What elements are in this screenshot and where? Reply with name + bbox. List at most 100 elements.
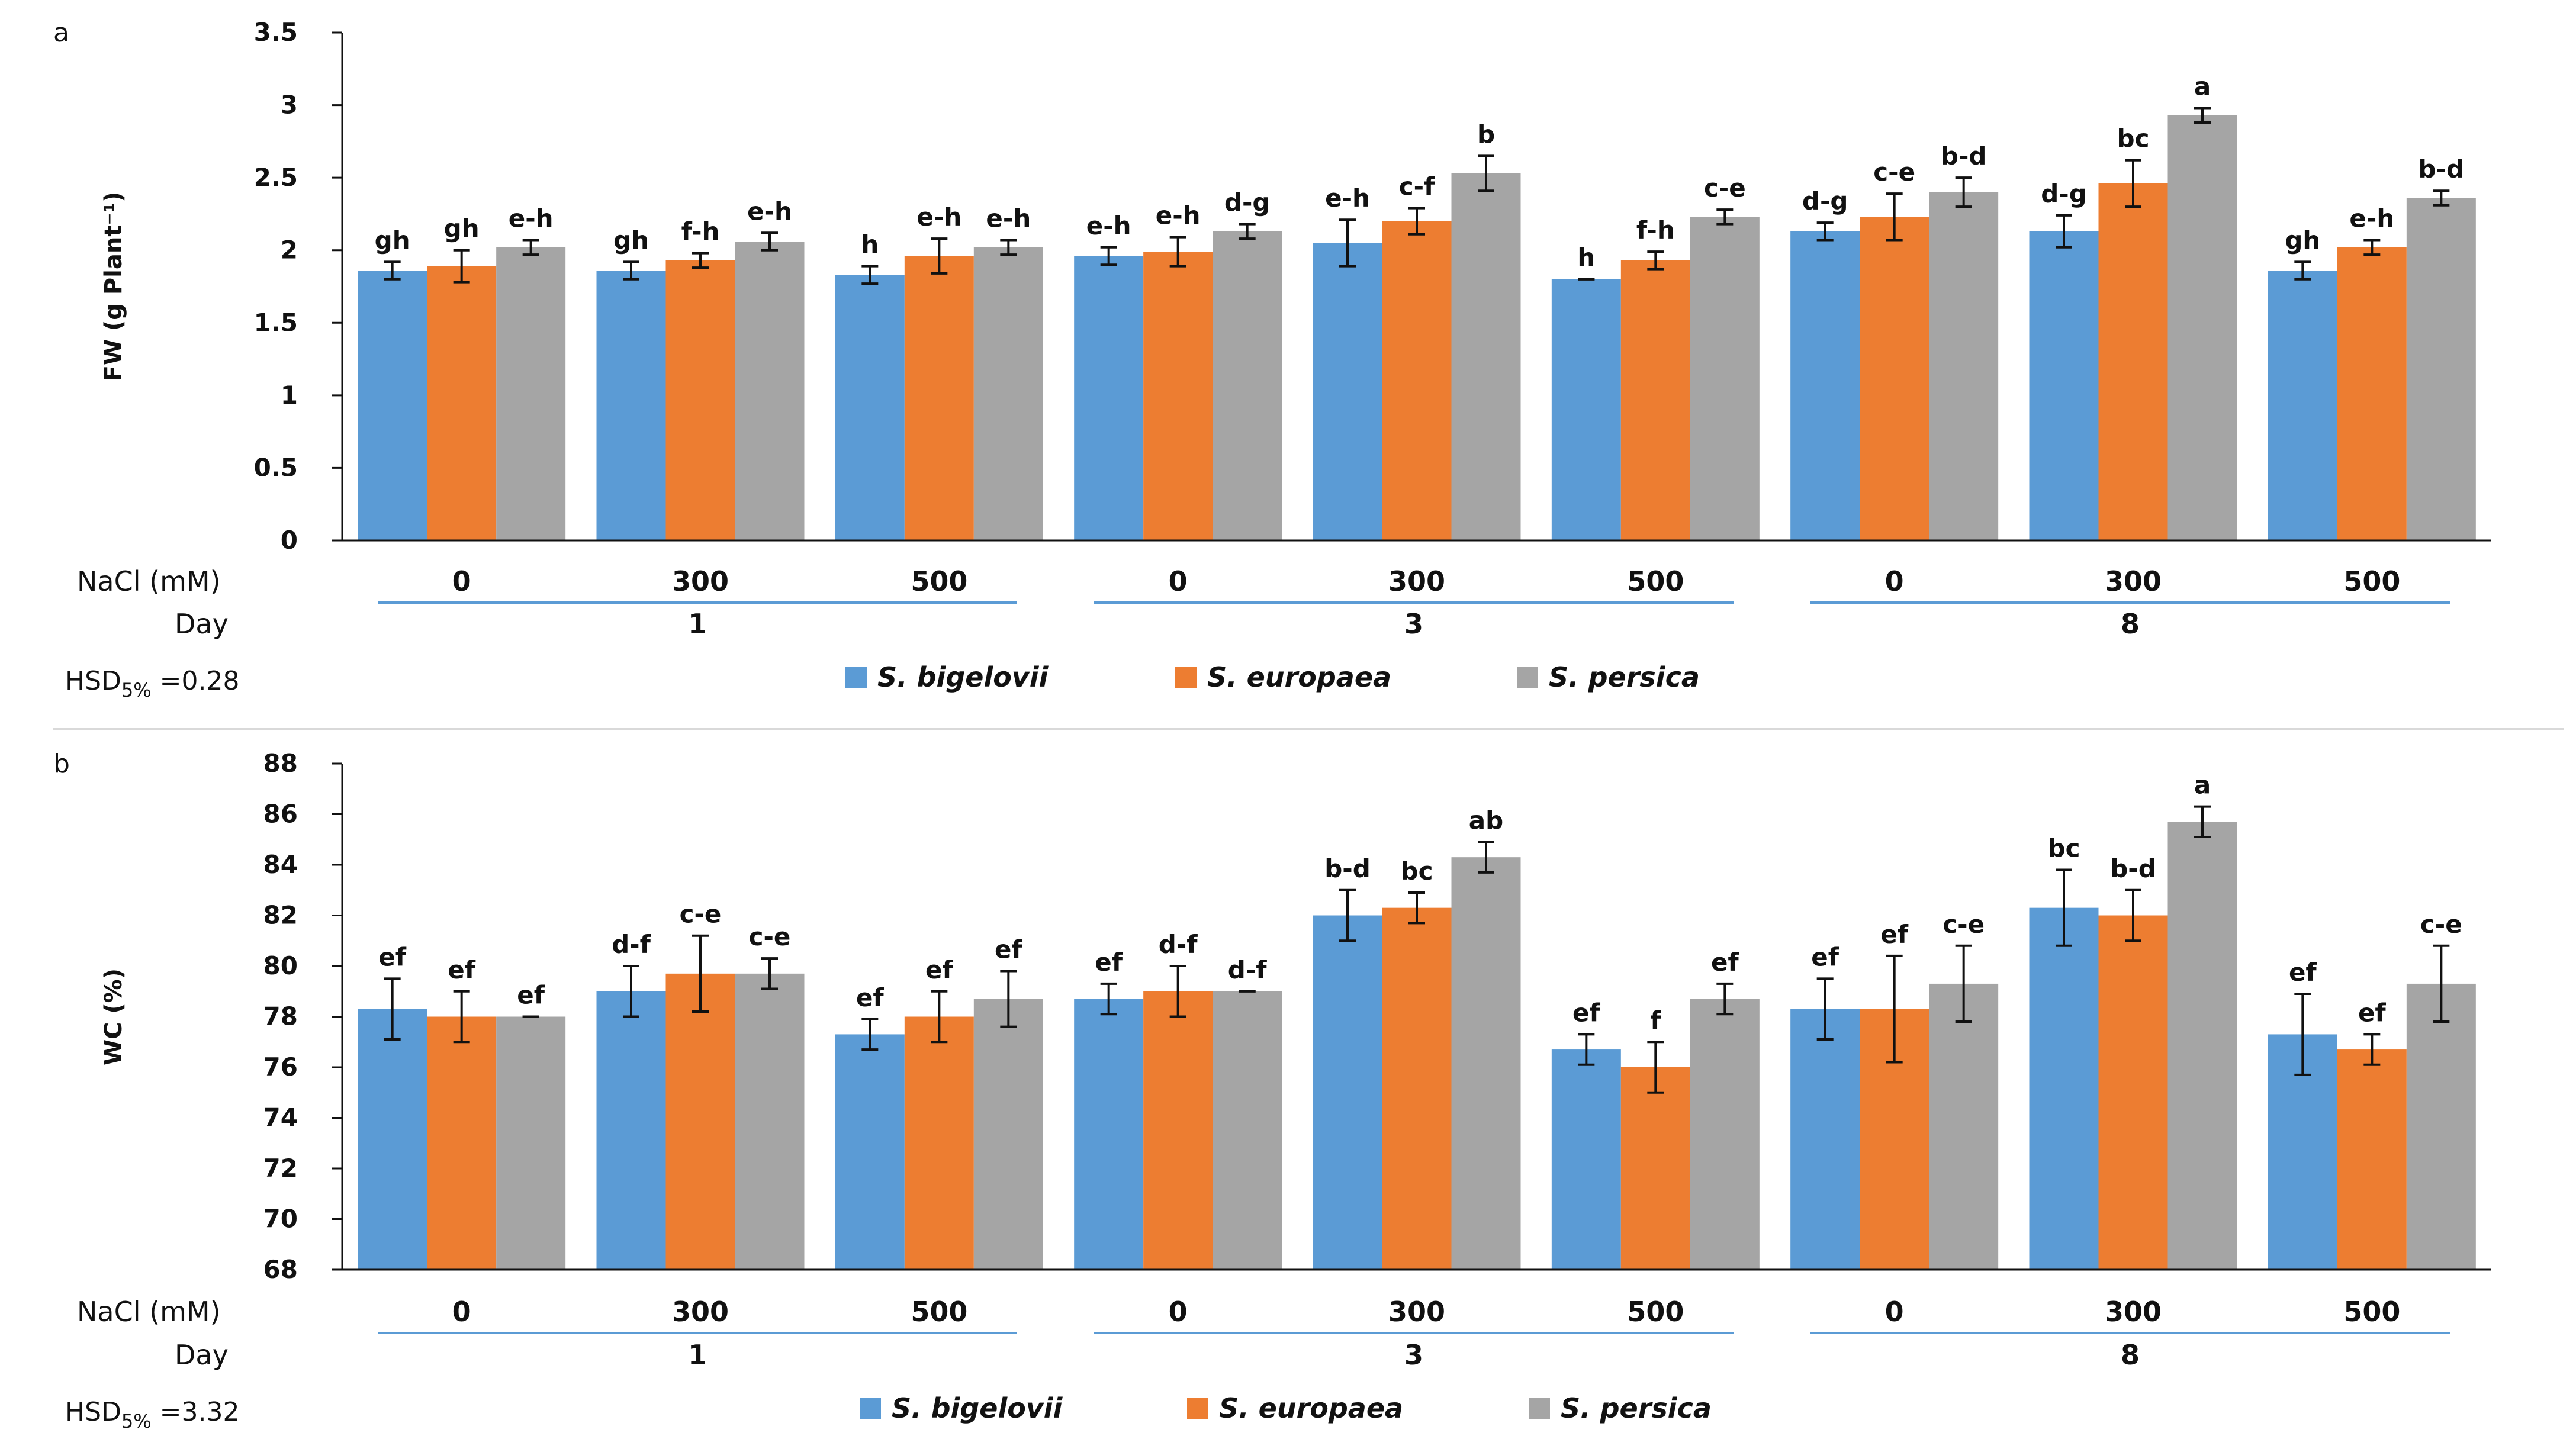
category-label: 0 (1885, 565, 1904, 597)
bar-s-persica-4 (1451, 857, 1521, 1270)
bar-s-persica-0 (496, 247, 566, 540)
bar-s-europaea-4 (1382, 221, 1452, 541)
y-tick-label: 68 (263, 1255, 298, 1284)
bar-s-europaea-3 (1143, 991, 1213, 1270)
day-label: 3 (1404, 608, 1423, 640)
y-tick-label: 2 (281, 236, 298, 265)
significance-label: ef (378, 942, 406, 971)
category-label: 0 (1169, 565, 1188, 597)
bar-s-europaea-7 (2098, 915, 2168, 1270)
y-tick-label: 88 (263, 749, 298, 778)
nacl-row-label: NaCl (mM) (77, 1296, 221, 1328)
day-label: 1 (688, 608, 707, 640)
significance-label: b-d (1324, 854, 1371, 883)
bar-s-bigelovii-8 (2268, 271, 2337, 540)
y-tick-label: 3.5 (254, 18, 298, 47)
y-tick-label: 1.5 (254, 308, 298, 337)
significance-label: e-h (2349, 204, 2394, 233)
significance-label: e-h (1086, 211, 1131, 240)
bar-s-bigelovii-7 (2029, 907, 2099, 1270)
panel-letter: b (53, 749, 70, 779)
y-tick-label: 86 (263, 800, 298, 829)
category-label: 0 (452, 565, 471, 597)
category-label: 0 (452, 1296, 471, 1328)
significance-label: ef (1880, 920, 1908, 949)
category-label: 300 (672, 565, 729, 597)
significance-label: gh (375, 226, 410, 255)
bar-s-bigelovii-7 (2029, 231, 2099, 540)
legend-swatch (1187, 1398, 1208, 1419)
significance-label: f-h (1636, 215, 1675, 244)
bar-s-bigelovii-0 (358, 1009, 427, 1270)
significance-label: bc (2117, 124, 2150, 153)
significance-label: gh (444, 214, 480, 243)
y-tick-label: 1 (281, 381, 298, 410)
bar-s-europaea-5 (1620, 1067, 1690, 1270)
bar-s-europaea-0 (427, 266, 497, 540)
day-label: 1 (688, 1339, 707, 1371)
bar-s-persica-3 (1213, 231, 1282, 540)
significance-label: b-d (1941, 141, 1987, 170)
y-tick-label: 80 (263, 951, 298, 980)
category-label: 300 (1388, 565, 1445, 597)
bar-s-bigelovii-1 (596, 991, 666, 1270)
bar-s-bigelovii-0 (358, 271, 427, 540)
bar-s-europaea-8 (2337, 1049, 2407, 1270)
significance-label: b-d (2419, 154, 2465, 183)
legend-label: S. bigelovii (877, 661, 1049, 693)
y-axis-label: FW (g Plant⁻¹) (100, 192, 127, 382)
significance-label: ef (1711, 948, 1739, 977)
bar-s-bigelovii-4 (1313, 915, 1382, 1270)
bar-s-europaea-1 (665, 973, 735, 1270)
significance-label: bc (2048, 834, 2080, 863)
y-tick-label: 0.5 (254, 453, 298, 482)
legend-swatch (1529, 1398, 1550, 1419)
significance-label: ef (856, 983, 884, 1012)
y-tick-label: 84 (263, 850, 298, 879)
bar-s-bigelovii-3 (1074, 999, 1144, 1270)
bar-s-persica-2 (973, 247, 1043, 540)
day-label: 8 (2121, 608, 2140, 640)
category-label: 0 (1169, 1296, 1188, 1328)
legend-swatch (1517, 667, 1538, 688)
y-tick-label: 74 (263, 1103, 298, 1132)
bar-s-persica-0 (496, 1016, 566, 1270)
significance-label: b (1477, 120, 1495, 149)
bar-s-europaea-0 (427, 1016, 497, 1270)
category-label: 300 (2105, 1296, 2162, 1328)
y-tick-label: 76 (263, 1052, 298, 1081)
category-label: 500 (911, 565, 967, 597)
significance-label: e-h (509, 204, 554, 233)
bar-s-persica-3 (1213, 991, 1282, 1270)
significance-label: a (2194, 771, 2211, 800)
category-label: 300 (1388, 1296, 1445, 1328)
category-label: 300 (672, 1296, 729, 1328)
y-tick-label: 2.5 (254, 163, 298, 192)
significance-label: d-g (1224, 188, 1271, 217)
hsd-prefix: HSD (65, 666, 121, 696)
bar-s-bigelovii-5 (1551, 1049, 1621, 1270)
significance-label: f (1650, 1006, 1661, 1035)
bar-s-persica-8 (2406, 198, 2476, 540)
hsd-subscript: 5% (121, 1410, 152, 1432)
significance-label: ef (1572, 998, 1600, 1027)
y-tick-label: 82 (263, 901, 298, 930)
significance-label: d-g (2041, 179, 2087, 208)
bar-s-bigelovii-2 (835, 1034, 905, 1270)
significance-label: c-e (1704, 173, 1746, 202)
category-label: 500 (2343, 1296, 2400, 1328)
bar-s-bigelovii-3 (1074, 256, 1144, 540)
y-tick-label: 78 (263, 1002, 298, 1031)
day-row-label: Day (175, 608, 229, 640)
bar-s-europaea-8 (2337, 247, 2407, 540)
significance-label: ef (448, 955, 475, 984)
category-label: 0 (1885, 1296, 1904, 1328)
hsd-subscript: 5% (121, 679, 152, 701)
panel-letter: a (53, 18, 69, 48)
significance-label: c-e (1873, 157, 1915, 186)
bar-s-europaea-3 (1143, 252, 1213, 540)
nacl-row-label: NaCl (mM) (77, 565, 221, 597)
day-row-label: Day (175, 1339, 229, 1371)
hsd-value: HSD5% =0.28 (65, 666, 240, 701)
